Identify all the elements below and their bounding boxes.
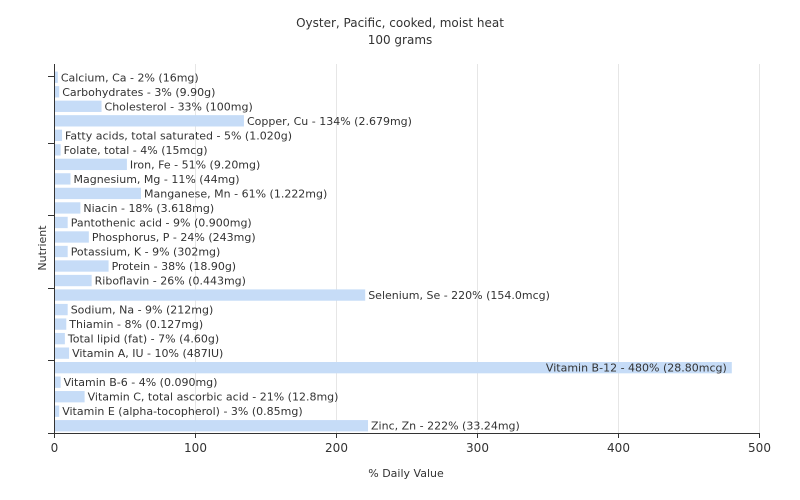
bar: [55, 318, 67, 330]
bar: [55, 144, 61, 156]
bar: [55, 361, 732, 374]
x-axis-label: % Daily Value: [368, 467, 444, 480]
bar: [55, 187, 142, 200]
bar-label: Selenium, Se - 220% (154.0mcg): [368, 289, 550, 302]
bar: [55, 129, 63, 142]
bar-label: Vitamin B-6 - 4% (0.090mg): [64, 376, 218, 389]
bar: [55, 216, 68, 229]
bar-label: Magnesium, Mg - 11% (44mg): [74, 173, 240, 186]
y-axis-label: Nutrient: [36, 225, 49, 271]
bar: [55, 376, 61, 388]
bar-label: Manganese, Mn - 61% (1.222mg): [144, 187, 327, 200]
bar-label: Thiamin - 8% (0.127mg): [68, 318, 203, 331]
bar-label: Potassium, K - 9% (302mg): [71, 246, 221, 259]
bar-label: Vitamin C, total ascorbic acid - 21% (12…: [88, 391, 339, 404]
bars: Calcium, Ca - 2% (16mg) Carbohydrates - 3…: [55, 71, 732, 433]
bar: [55, 420, 369, 432]
bar-label: Riboflavin - 26% (0.443mg): [95, 275, 246, 288]
bar-label: Zinc, Zn - 222% (33.24mg): [371, 420, 520, 433]
bar-label: Phosphorus, P - 24% (243mg): [92, 231, 256, 244]
chart-title: Oyster, Pacific, cooked, moist heat: [296, 16, 504, 30]
x-tick-label: 100: [184, 441, 207, 455]
bar: [55, 347, 70, 359]
axes: 0 100 200 300 400 500: [48, 64, 771, 455]
bar: [55, 260, 109, 272]
bar: [55, 158, 127, 171]
bar: [55, 289, 366, 301]
bar-label: Fatty acids, total saturated - 5% (1.020…: [65, 129, 292, 142]
bar: [55, 71, 58, 83]
chart-subtitle: 100 grams: [368, 33, 433, 47]
bar-label: Carbohydrates - 3% (9.90g): [62, 86, 215, 99]
bar-label: Iron, Fe - 51% (9.20mg): [130, 158, 260, 171]
bar: [55, 245, 68, 258]
bar-label: Vitamin E (alpha-tocopherol) - 3% (0.85m…: [62, 405, 302, 418]
x-tick-label: 200: [325, 441, 348, 455]
x-tick-label: 300: [466, 441, 489, 455]
bar-label: Total lipid (fat) - 7% (4.60g): [67, 333, 219, 346]
x-tick-label: 0: [51, 441, 59, 455]
bar-label: Folate, total - 4% (15mcg): [64, 144, 208, 157]
bar: [55, 391, 85, 403]
bar-label: Pantothenic acid - 9% (0.900mg): [71, 216, 252, 229]
x-tick-label: 400: [607, 441, 630, 455]
bar-label: Niacin - 18% (3.618mg): [83, 202, 214, 215]
bar: [55, 274, 92, 287]
bar: [55, 231, 89, 243]
bar-label: Cholesterol - 33% (100mg): [105, 100, 253, 113]
bar: [55, 100, 102, 112]
bar: [55, 86, 60, 98]
x-tick-label: 500: [748, 441, 771, 455]
bar-label: Vitamin A, IU - 10% (487IU): [72, 347, 223, 360]
bar-label: Sodium, Na - 9% (212mg): [71, 304, 214, 317]
bar-label: Protein - 38% (18.90g): [112, 260, 237, 273]
bar-label: Vitamin B-12 - 480% (28.80mcg): [546, 362, 727, 375]
bar: [55, 173, 71, 185]
bar: [55, 332, 65, 345]
bar: [55, 115, 244, 127]
bar-label: Calcium, Ca - 2% (16mg): [61, 71, 199, 84]
bar: [55, 405, 60, 417]
bar: [55, 303, 68, 316]
bar: [55, 202, 81, 214]
bar-label: Copper, Cu - 134% (2.679mg): [247, 115, 412, 128]
